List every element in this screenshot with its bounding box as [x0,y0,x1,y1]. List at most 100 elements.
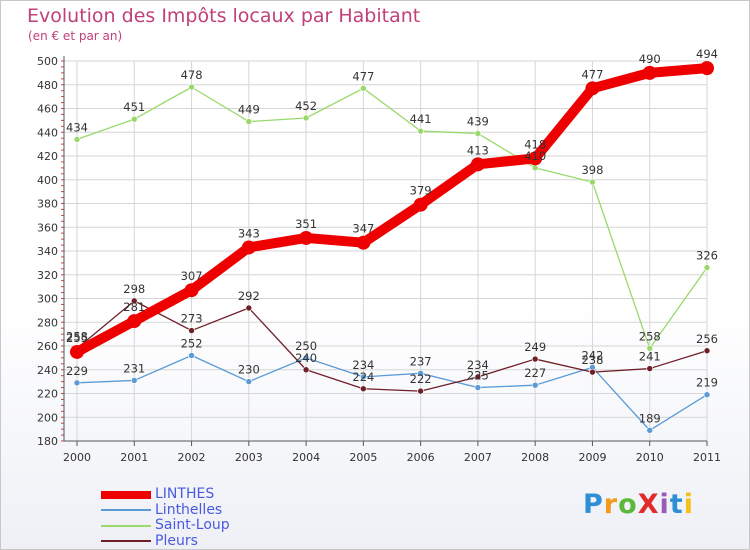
y-tick-label: 340 [37,245,58,258]
data-label: 219 [696,376,718,390]
data-label: 379 [410,184,432,198]
data-point-pleurs [474,373,482,381]
data-label: 418 [524,137,546,151]
data-label: 225 [467,369,489,383]
data-label: 326 [696,249,718,263]
data-label: 242 [581,348,603,362]
x-tick-label: 2005 [349,451,377,464]
grid: 180 200 220 240 260 280 300 320 340 360 380 400 420 4… [37,55,721,464]
data-label: 250 [295,339,317,353]
data-point-pleurs [130,297,138,305]
legend-label-linthelles: Linthelles [155,501,223,518]
proxiti-logo: ProXiti [583,489,694,520]
data-label: 281 [123,300,145,314]
data-label: 413 [467,143,489,157]
x-tick-label: 2010 [636,451,664,464]
x-tick-label: 2001 [120,451,148,464]
series-line-linthelles [76,354,708,431]
logo-letter: r [603,489,619,520]
y-tick-label: 220 [37,388,58,401]
series-line-linthes [72,63,712,357]
series-group [70,61,714,434]
data-label: 241 [639,350,661,364]
data-point-linthelles [417,370,424,377]
data-label: 227 [524,366,546,380]
legend-swatch-pleurs [101,540,151,543]
series-saint-loup [73,83,711,352]
data-point-linthelles [531,381,539,389]
data-label: 234 [467,358,489,372]
data-point-linthes [356,235,371,250]
data-label: 258 [639,329,661,343]
data-label: 234 [352,358,374,372]
data-label: 224 [352,370,374,384]
y-tick-label: 260 [37,340,58,353]
data-point-linthelles [360,373,367,381]
data-label: 238 [581,353,603,367]
legend-item-saint-loup: Saint-Loup [101,518,230,534]
data-point-linthes [184,283,199,298]
data-point-linthes [585,81,600,96]
data-point-saint-loup [474,130,482,137]
data-point-linthelles [188,352,195,359]
y-tick-label: 320 [37,269,58,282]
logo-letter: t [669,489,684,520]
data-label: 258 [66,329,88,343]
data-point-linthes [70,344,84,359]
chart-title: Evolution des Impôts locaux par Habitant [27,5,421,27]
data-point-linthes [528,151,543,166]
data-point-saint-loup [531,164,539,172]
data-point-linthes [470,157,485,172]
data-label: 451 [123,100,145,114]
y-tick-label: 300 [37,293,58,306]
data-point-pleurs [417,387,424,395]
series-linthes [70,61,714,359]
x-tick-label: 2009 [578,451,606,464]
data-point-linthelles [245,378,253,385]
data-point-pleurs [302,366,310,374]
data-point-saint-loup [302,114,310,122]
data-label: 240 [295,351,317,365]
chart-subtitle: (en € et par an) [28,29,123,43]
data-point-saint-loup [360,85,367,92]
data-point-linthelles [302,354,310,362]
logo-letter: i [683,489,694,520]
y-tick-label: 500 [37,55,58,68]
data-label: 307 [181,269,203,283]
y-tick-label: 400 [37,174,58,187]
data-label: 256 [696,332,718,346]
data-point-saint-loup [589,178,596,186]
x-tick-label: 2003 [235,451,263,464]
data-point-linthes [413,197,428,212]
x-tick-label: 2002 [178,451,206,464]
y-tick-label: 360 [37,221,58,234]
data-label: 410 [524,149,546,163]
legend-label-pleurs: Pleurs [155,532,198,549]
legend-swatch-saint-loup [101,524,151,527]
data-label: 273 [181,312,203,326]
data-point-linthelles [130,377,138,384]
data-label: 398 [581,163,603,177]
y-tick-label: 480 [37,79,58,92]
data-label: 252 [181,337,203,351]
data-label: 343 [238,226,260,240]
data-label: 478 [181,68,203,82]
logo-letter: i [659,489,670,520]
data-point-linthes [642,65,657,80]
data-label: 477 [581,67,603,81]
data-point-pleurs [531,355,539,363]
data-label: 249 [524,340,546,354]
data-label: 490 [639,52,661,66]
data-point-linthelles [474,384,482,391]
chart-legend: LINTHES Linthelles Saint-Loup Pleurs [101,487,230,549]
data-label: 189 [639,411,661,425]
x-tick-label: 2004 [292,451,320,464]
legend-swatch-linthes [101,490,151,499]
y-tick-label: 440 [37,126,58,139]
data-point-linthes [299,230,314,245]
data-point-saint-loup [188,83,195,91]
legend-label-linthes: LINTHES [155,486,215,503]
data-point-saint-loup [245,118,253,125]
x-tick-label: 2008 [521,451,549,464]
